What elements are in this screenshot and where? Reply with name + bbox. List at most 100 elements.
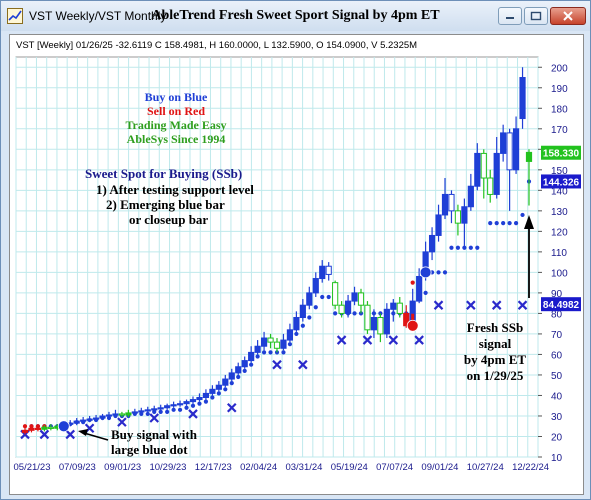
legend-tagline-2: AbleSys Since 1994 bbox=[127, 132, 226, 146]
stop-dot bbox=[165, 409, 170, 414]
minimize-button[interactable] bbox=[498, 7, 522, 25]
x-tick-label: 05/21/23 bbox=[14, 462, 51, 473]
legend-buy: Buy on Blue bbox=[145, 90, 208, 104]
stop-dot bbox=[488, 221, 493, 226]
y-tick-label: 130 bbox=[551, 207, 568, 218]
stop-dot bbox=[287, 342, 293, 347]
stop-dot bbox=[449, 245, 454, 250]
close-icon bbox=[563, 11, 573, 21]
support-x-mark bbox=[272, 359, 282, 370]
fresh-ssb-note-1: Fresh SSb bbox=[467, 320, 523, 335]
stop-dot bbox=[281, 350, 286, 355]
stop-dot bbox=[158, 409, 163, 414]
stop-dot bbox=[455, 245, 461, 250]
stop-dot bbox=[145, 411, 150, 417]
y-tick-label: 10 bbox=[551, 453, 563, 464]
price-tag-label: 84.4982 bbox=[543, 300, 580, 311]
support-x-mark bbox=[466, 300, 476, 310]
price-bar bbox=[474, 152, 481, 187]
chart-panel[interactable]: 1020304050607080901001101201301401501601… bbox=[9, 34, 584, 495]
x-tick-label: 12/22/24 bbox=[512, 462, 549, 473]
price-bar bbox=[493, 152, 500, 195]
price-bar bbox=[157, 407, 164, 410]
x-tick-label: 09/01/24 bbox=[421, 462, 458, 473]
stop-dot bbox=[210, 395, 215, 400]
price-bar bbox=[312, 278, 319, 294]
support-x-mark bbox=[149, 413, 160, 423]
y-tick-label: 90 bbox=[551, 289, 563, 300]
price-bar bbox=[105, 414, 113, 417]
y-tick-label: 150 bbox=[551, 166, 568, 177]
support-x-mark bbox=[226, 402, 237, 413]
y-tick-label: 20 bbox=[551, 432, 563, 443]
x-tick-label: 12/17/23 bbox=[195, 462, 232, 473]
x-tick-label: 07/07/24 bbox=[376, 462, 413, 473]
price-bar bbox=[125, 412, 132, 416]
stop-dot bbox=[223, 387, 228, 392]
x-tick-label: 05/19/24 bbox=[331, 462, 368, 473]
x-tick-label: 07/09/23 bbox=[59, 462, 96, 473]
stop-dot bbox=[261, 350, 267, 355]
stop-dot bbox=[442, 270, 448, 275]
stop-dot bbox=[236, 374, 241, 380]
price-bar bbox=[118, 413, 126, 416]
stop-dot bbox=[423, 290, 428, 295]
price-bar bbox=[80, 419, 87, 422]
price-tag-box bbox=[541, 174, 581, 189]
fresh-signal-arrow bbox=[524, 215, 534, 298]
price-bar bbox=[280, 339, 287, 349]
ssb-rule-2: 2) Emerging blue bar bbox=[106, 197, 225, 212]
price-bar bbox=[351, 292, 358, 302]
support-x-mark bbox=[39, 429, 50, 440]
price-bar bbox=[396, 302, 403, 314]
stop-dot bbox=[249, 362, 254, 367]
price-bar bbox=[151, 408, 158, 411]
price-bar bbox=[189, 399, 197, 403]
price-bar bbox=[28, 427, 35, 431]
y-tick-label: 30 bbox=[551, 412, 563, 423]
price-bar bbox=[519, 77, 526, 120]
stop-dot bbox=[320, 294, 325, 300]
y-tick-label: 200 bbox=[551, 63, 568, 74]
support-x-mark bbox=[414, 335, 424, 345]
price-bar bbox=[306, 292, 313, 306]
y-tick-label: 120 bbox=[551, 227, 568, 238]
price-bar bbox=[144, 409, 151, 412]
x-tick-label: 02/04/24 bbox=[240, 462, 277, 473]
close-button[interactable] bbox=[550, 7, 586, 25]
support-x-mark bbox=[117, 417, 127, 427]
price-bar bbox=[235, 366, 242, 374]
chart-grid bbox=[15, 56, 539, 458]
stop-dot bbox=[242, 368, 247, 373]
price-bar bbox=[441, 193, 449, 216]
price-chart[interactable]: 1020304050607080901001101201301401501601… bbox=[10, 35, 583, 494]
price-bar bbox=[170, 404, 177, 407]
stop-dot-red bbox=[22, 424, 28, 429]
price-bar bbox=[390, 302, 397, 310]
price-bar bbox=[454, 210, 462, 224]
support-x-mark bbox=[65, 429, 76, 440]
stop-dot bbox=[520, 212, 525, 218]
stop-dot bbox=[229, 381, 234, 386]
buy-signal-note-1: Buy signal with bbox=[111, 427, 198, 442]
minimize-icon bbox=[506, 17, 514, 19]
stop-dot bbox=[294, 331, 299, 337]
price-bar bbox=[21, 429, 29, 433]
price-bar bbox=[34, 427, 42, 430]
stop-dot-red bbox=[410, 280, 415, 285]
maximize-button[interactable] bbox=[524, 7, 548, 25]
price-bar bbox=[73, 420, 80, 424]
price-bar bbox=[416, 275, 423, 302]
price-bar bbox=[500, 132, 507, 154]
price-bar bbox=[370, 317, 378, 331]
title-bar[interactable]: VST Weekly/VST Monthly AbleTrend Fresh S… bbox=[1, 1, 590, 31]
signal-dot-large bbox=[419, 266, 432, 279]
price-bar bbox=[196, 397, 203, 401]
price-bar bbox=[293, 317, 300, 331]
stop-dot bbox=[468, 245, 473, 250]
stop-dot bbox=[507, 221, 512, 226]
price-bar bbox=[41, 426, 48, 430]
price-bar bbox=[47, 426, 54, 429]
signal-dot-large bbox=[57, 420, 70, 433]
